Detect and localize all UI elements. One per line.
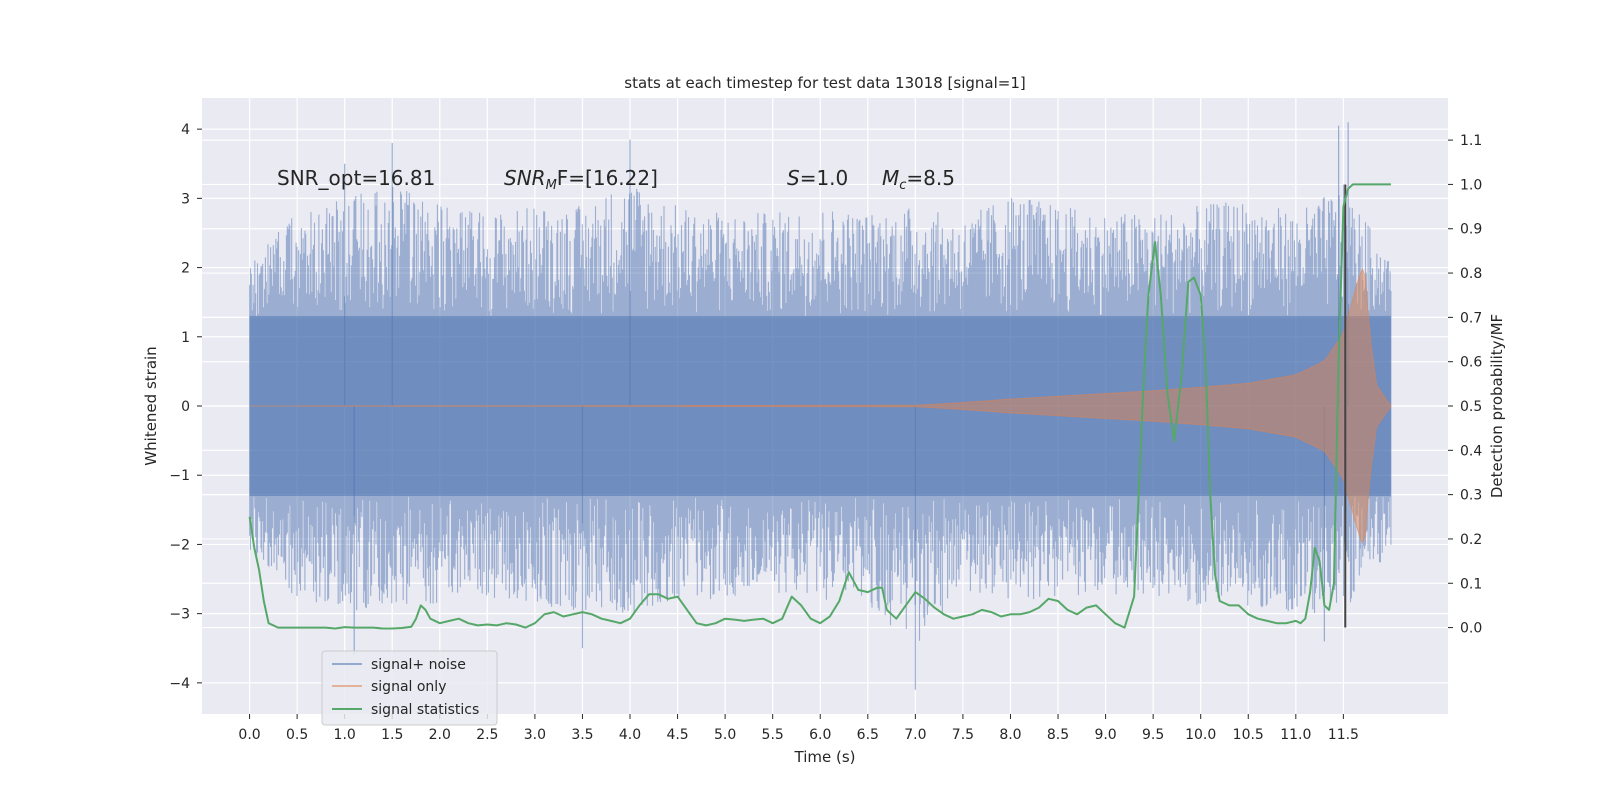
annotation-snr-mf-base: SNR xyxy=(504,166,546,190)
y2-axis-label: Detection probability/MF xyxy=(1488,314,1506,498)
x-tick-label: 7.5 xyxy=(952,727,974,743)
y2-tick-label: 0.6 xyxy=(1460,355,1482,371)
annotation-snr-mf: SNRMF=[16.22] xyxy=(504,166,658,193)
annotation-mc: Mc=8.5 xyxy=(882,166,955,193)
y2-tick-label: 1.1 xyxy=(1460,133,1482,149)
signal-only-envelope xyxy=(249,267,1392,545)
y-tick-label: −1 xyxy=(169,468,190,484)
chart-title: stats at each timestep for test data 130… xyxy=(624,74,1025,92)
y-tick-label: 2 xyxy=(181,261,190,277)
x-tick-label: 4.0 xyxy=(619,727,641,743)
y2-tick-label: 0.8 xyxy=(1460,266,1482,282)
x-tick-label: 6.0 xyxy=(809,727,831,743)
y2-tick-label: 0.1 xyxy=(1460,576,1482,592)
y2-tick-label: 0.2 xyxy=(1460,532,1482,548)
legend-label-signal-only: signal only xyxy=(371,679,446,695)
x-tick-label: 1.0 xyxy=(334,727,356,743)
x-tick-label: 2.0 xyxy=(429,727,451,743)
y2-tick-label: 0.0 xyxy=(1460,621,1482,637)
y-tick-label: 0 xyxy=(181,399,190,415)
y2-tick-label: 0.7 xyxy=(1460,310,1482,326)
tick-layer: 0.0 0.5 1.0 1.5 2.0 2.5 3.0 3.5 4.0 4.5 5.0 5.5 6.0 6… xyxy=(169,122,1482,743)
x-tick-label: 5.5 xyxy=(762,727,784,743)
annotation-mc-value: =8.5 xyxy=(906,166,955,190)
legend: signal+ noise signal only signal statist… xyxy=(321,650,498,726)
annotation-s: S=1.0 xyxy=(787,166,848,190)
x-tick-label: 11.5 xyxy=(1328,727,1359,743)
signal-only-series xyxy=(249,267,1392,545)
x-tick-label: 10.5 xyxy=(1233,727,1264,743)
x-tick-label: 5.0 xyxy=(714,727,736,743)
annotation-mc-sub: c xyxy=(899,178,906,193)
legend-label-signal-statistics: signal statistics xyxy=(371,702,479,718)
x-tick-label: 10.0 xyxy=(1185,727,1216,743)
y-tick-label: −4 xyxy=(169,676,190,692)
x-axis-label: Time (s) xyxy=(794,748,856,766)
legend-box xyxy=(321,650,498,726)
y-axis-label: Whitened strain xyxy=(142,346,160,465)
y2-tick-label: 0.3 xyxy=(1460,488,1482,504)
x-tick-label: 3.5 xyxy=(571,727,593,743)
y2-tick-label: 0.4 xyxy=(1460,443,1482,459)
y-tick-label: −3 xyxy=(169,607,190,623)
signal-statistics-line xyxy=(248,183,1391,630)
x-tick-label: 4.5 xyxy=(666,727,688,743)
x-tick-label: 9.5 xyxy=(1142,727,1164,743)
annotation-snr-opt: SNR_opt=16.81 xyxy=(277,166,435,190)
x-tick-label: 8.0 xyxy=(999,727,1021,743)
x-tick-label: 1.5 xyxy=(381,727,403,743)
annotation-s-value: =1.0 xyxy=(800,166,849,190)
x-tick-label: 3.0 xyxy=(524,727,546,743)
y2-tick-label: 1.0 xyxy=(1460,177,1482,193)
x-tick-label: 9.0 xyxy=(1094,727,1116,743)
x-tick-label: 0.0 xyxy=(238,727,260,743)
annotation-snr-mf-sub: M xyxy=(546,178,557,193)
annotation-mc-symbol: M xyxy=(882,166,899,190)
y2-tick-label: 0.9 xyxy=(1460,222,1482,238)
y2-tick-label: 0.5 xyxy=(1460,399,1482,415)
y-tick-label: 4 xyxy=(181,122,190,138)
signal-statistics-series xyxy=(248,183,1391,630)
x-tick-label: 0.5 xyxy=(286,727,308,743)
y-tick-label: −2 xyxy=(169,537,190,553)
legend-label-signal-plus-noise: signal+ noise xyxy=(371,657,466,673)
annotation-snr-mf-rest: F=[16.22] xyxy=(557,166,658,190)
y-tick-label: 1 xyxy=(181,330,190,346)
annotation-s-symbol: S xyxy=(787,166,800,190)
y-tick-label: 3 xyxy=(181,191,190,207)
x-tick-label: 2.5 xyxy=(476,727,498,743)
x-tick-label: 11.0 xyxy=(1280,727,1311,743)
x-tick-label: 8.5 xyxy=(1047,727,1069,743)
x-tick-label: 6.5 xyxy=(857,727,879,743)
x-tick-label: 7.0 xyxy=(904,727,926,743)
